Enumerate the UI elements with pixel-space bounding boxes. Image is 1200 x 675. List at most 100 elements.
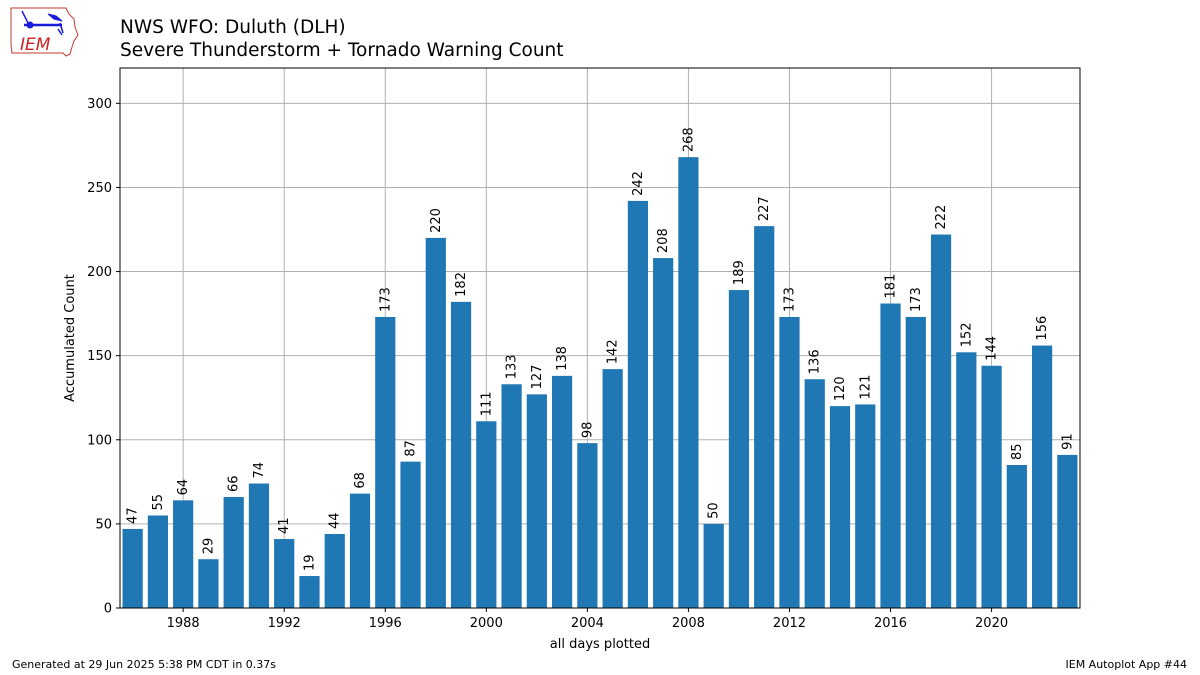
x-axis-ticks: 1988 1992 1996 2000 2004 2008 2012 2016 2020 (167, 608, 1008, 631)
bar-value-label: 181 (884, 274, 899, 299)
bar (577, 443, 598, 608)
bar (526, 394, 547, 608)
bar (552, 375, 573, 608)
bar (930, 234, 952, 608)
logo-text: IEM (20, 35, 51, 55)
bar (476, 421, 497, 608)
bar (956, 352, 977, 608)
bar-value-label: 220 (429, 208, 444, 233)
y-tick-label: 100 (87, 433, 112, 448)
generated-timestamp: Generated at 29 Jun 2025 5:38 PM CDT in … (12, 658, 277, 671)
bar-value-label: 64 (176, 479, 191, 496)
bar (703, 523, 724, 608)
bar-value-label: 208 (656, 228, 671, 253)
bar (501, 384, 522, 608)
x-tick-label: 2020 (975, 616, 1008, 631)
bar (248, 483, 270, 608)
bar (779, 316, 800, 608)
bar-value-label: 120 (833, 376, 848, 401)
chart-subtitle: Severe Thunderstorm + Tornado Warning Co… (120, 40, 564, 61)
plot-frame (119, 67, 1081, 609)
x-tick-label: 2012 (773, 616, 806, 631)
y-tick-label: 150 (87, 349, 112, 364)
bar-value-label: 47 (126, 507, 141, 524)
app-identifier: IEM Autoplot App #44 (1065, 658, 1188, 671)
bar (324, 533, 345, 608)
bar (375, 316, 396, 608)
bar (450, 301, 472, 608)
bar (653, 258, 674, 608)
bar-value-label: 68 (353, 472, 368, 489)
bar (147, 515, 168, 608)
bar-value-label: 133 (505, 354, 520, 379)
bar-value-label: 138 (555, 346, 570, 371)
bar (274, 539, 295, 608)
bar-value-label: 173 (782, 287, 797, 312)
bar (602, 369, 623, 608)
bar (905, 316, 926, 608)
bar (981, 365, 1002, 608)
bar-value-label: 111 (479, 391, 494, 416)
x-tick-label: 1988 (167, 616, 200, 631)
bar-value-label: 242 (631, 171, 646, 196)
bar (122, 528, 143, 608)
bar (880, 303, 901, 608)
bar-value-label: 41 (277, 517, 292, 534)
bar (1057, 454, 1078, 608)
bar-value-label: 55 (151, 494, 166, 511)
bar (829, 406, 851, 608)
bar-value-label: 74 (252, 462, 267, 479)
bar-value-label: 173 (378, 287, 393, 312)
y-tick-label: 200 (87, 265, 112, 280)
x-tick-label: 2008 (672, 616, 705, 631)
x-tick-label: 1996 (369, 616, 402, 631)
bar-value-label: 136 (808, 349, 823, 374)
bar (223, 496, 244, 608)
bar-value-label: 142 (606, 339, 621, 364)
x-axis-label: all days plotted (550, 637, 650, 652)
x-tick-label: 2016 (874, 616, 907, 631)
bar-value-label: 66 (227, 475, 242, 492)
bar-value-label: 222 (934, 205, 949, 230)
bar-value-label: 87 (404, 440, 419, 457)
bar (804, 379, 825, 608)
bar-value-label: 98 (580, 422, 595, 439)
bar (678, 157, 699, 608)
bar (173, 500, 194, 608)
y-tick-label: 250 (87, 181, 112, 196)
bar-value-label: 91 (1060, 433, 1075, 450)
bar-value-label: 44 (328, 512, 343, 529)
bar (855, 404, 876, 608)
iowa-outline-icon (10, 7, 79, 57)
bar (400, 461, 421, 608)
y-axis-ticks: 0 50 100 150 200 250 300 (87, 97, 120, 617)
bar-value-label: 152 (959, 322, 974, 347)
y-tick-label: 300 (87, 97, 112, 112)
y-axis-label: Accumulated Count (63, 274, 78, 402)
bar (627, 200, 648, 608)
bar-value-label: 173 (909, 287, 924, 312)
bar-value-label: 144 (985, 336, 1000, 361)
y-tick-label: 50 (95, 517, 112, 532)
bar (1006, 465, 1027, 608)
bars (122, 157, 1078, 608)
weather-station-icon (21, 10, 64, 36)
bar (349, 493, 371, 608)
bar-value-label: 227 (757, 196, 772, 221)
bar-value-label: 50 (707, 502, 722, 519)
iem-logo: IEM (10, 7, 79, 57)
data-labels: 47 55 64 29 66 74 41 19 44 68 173 87 220 182 111 133 127… (126, 127, 1076, 571)
bar (299, 576, 320, 608)
x-tick-label: 2000 (470, 616, 503, 631)
bar-value-label: 156 (1035, 316, 1050, 341)
bar (198, 559, 219, 608)
bar-value-label: 127 (530, 365, 545, 390)
bar-value-label: 85 (1010, 443, 1025, 460)
bar (754, 226, 775, 608)
bar-value-label: 182 (454, 272, 469, 297)
bar (1032, 345, 1053, 608)
bar-value-label: 189 (732, 260, 747, 285)
y-tick-label: 0 (104, 602, 112, 617)
bar-value-label: 19 (302, 554, 317, 571)
